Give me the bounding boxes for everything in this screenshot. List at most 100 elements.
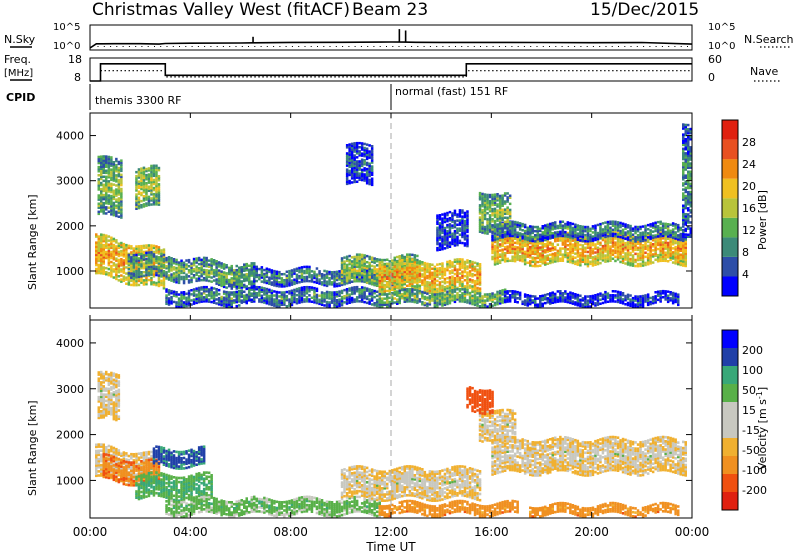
heatmap-cell [679,255,682,259]
heatmap-cell [192,263,196,267]
heatmap-cell [97,182,100,185]
heatmap-cell [192,302,196,305]
heatmap-cell [443,269,447,273]
heatmap-cell [614,255,617,259]
heatmap-cell [576,253,580,256]
heatmap-cell [448,288,452,291]
heatmap-cell [403,258,406,261]
heatmap-cell [458,280,462,283]
heatmap-cell [461,262,464,265]
heatmap-cell [403,268,406,272]
heatmap-cell [120,191,123,195]
heatmap-cell [463,288,467,291]
heatmap-cell [433,301,437,304]
heatmap-cell [117,166,121,170]
heatmap-cell [416,269,419,273]
heatmap-cell [398,291,401,294]
heatmap-cell [170,300,173,303]
heatmap-cell [338,292,341,295]
heatmap-cell [300,290,304,293]
heatmap-cell [396,282,399,286]
heatmap-cell [403,290,406,293]
heatmap-cell [345,265,349,269]
heatmap-cell [649,258,652,261]
heatmap-cell [411,261,414,265]
heatmap-cell [363,142,366,146]
heatmap-cell [348,295,351,298]
heatmap-cell [167,276,171,279]
heatmap-cell [145,282,148,286]
heatmap-cell [458,294,462,297]
heatmap-cell [300,298,304,302]
heatmap-cell [253,296,256,299]
heatmap-cell [155,166,158,169]
heatmap-cell [666,255,670,259]
heatmap-cell [350,181,354,184]
heatmap-cell [448,295,452,299]
heatmap-cell [353,259,356,263]
heatmap-cell [110,264,113,268]
heatmap-cell [493,301,497,305]
heatmap-cell [152,275,156,278]
heatmap-cell [516,231,519,234]
heatmap-cell [418,284,422,288]
heatmap-cell [656,247,660,251]
heatmap-cell [155,199,158,202]
heatmap-cell [107,235,111,238]
heatmap-cell [526,247,529,250]
heatmap-cell [230,281,233,284]
heatmap-cell [305,298,309,301]
heatmap-cell [253,273,256,277]
heatmap-cell [273,300,276,303]
noise-right-label: N.Search [744,33,794,46]
heatmap-cell [656,237,660,241]
heatmap-cell [591,256,595,259]
heatmap-cell [453,276,457,280]
heatmap-cell [586,258,590,262]
heatmap-cell [105,155,108,158]
heatmap-cell [170,267,173,270]
heatmap-cell [677,242,680,246]
heatmap-cell [451,216,454,219]
heatmap-cell [110,250,113,254]
heatmap-cell [212,261,216,264]
heatmap-cell [305,300,309,303]
heatmap-cell [448,297,452,301]
heatmap-cell [523,231,527,235]
heatmap-cell [305,269,309,273]
heatmap-cell [584,246,587,250]
heatmap-cell [250,272,253,275]
heatmap-cell [458,264,462,267]
heatmap-cell [268,288,271,292]
heatmap-cell [401,265,404,268]
heatmap-cell [175,268,178,272]
heatmap-cell [579,255,582,259]
heatmap-cell [518,232,522,235]
heatmap-cell [157,268,161,271]
heatmap-cell [350,167,354,170]
heatmap-cell [117,174,121,178]
heatmap-cell [295,300,299,303]
heatmap-cell [391,270,394,273]
heatmap-cell [340,279,344,282]
heatmap-cell [426,298,429,301]
heatmap-cell [350,175,354,178]
heatmap-cell [383,287,386,291]
heatmap-cell [150,278,153,282]
freq-ytick-bottom: 8 [74,71,81,84]
heatmap-cell [112,161,116,164]
heatmap-cell [677,252,680,256]
heatmap-cell [383,279,386,283]
heatmap-cell [373,257,376,260]
heatmap-cell [501,238,504,241]
heatmap-cell [463,264,467,268]
heatmap-cell [468,274,472,277]
heatmap-cell [147,278,151,282]
heatmap-cell [461,209,464,212]
heatmap-cell [235,275,238,278]
heatmap-cell [556,230,560,234]
heatmap-cell [554,231,557,234]
heatmap-cell [446,226,449,229]
heatmap-cell [117,197,121,200]
heatmap-cell [345,180,349,184]
